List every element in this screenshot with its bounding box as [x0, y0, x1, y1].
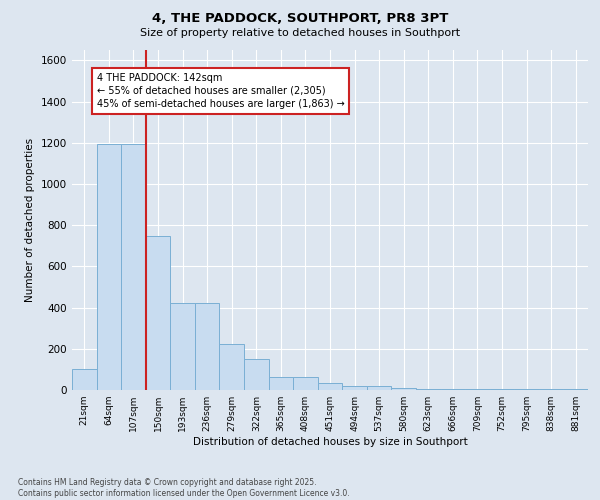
- Bar: [269, 376, 293, 390]
- Bar: [539, 389, 563, 390]
- Bar: [293, 376, 318, 390]
- Bar: [514, 389, 539, 390]
- Bar: [490, 389, 514, 390]
- Bar: [244, 359, 269, 390]
- Bar: [391, 388, 416, 390]
- Text: 4 THE PADDOCK: 142sqm
← 55% of detached houses are smaller (2,305)
45% of semi-d: 4 THE PADDOCK: 142sqm ← 55% of detached …: [97, 72, 344, 109]
- Bar: [416, 389, 440, 390]
- Bar: [121, 144, 146, 390]
- Text: 4, THE PADDOCK, SOUTHPORT, PR8 3PT: 4, THE PADDOCK, SOUTHPORT, PR8 3PT: [152, 12, 448, 26]
- Y-axis label: Number of detached properties: Number of detached properties: [25, 138, 35, 302]
- Text: Size of property relative to detached houses in Southport: Size of property relative to detached ho…: [140, 28, 460, 38]
- Bar: [367, 386, 391, 390]
- Bar: [220, 344, 244, 390]
- Text: Contains HM Land Registry data © Crown copyright and database right 2025.
Contai: Contains HM Land Registry data © Crown c…: [18, 478, 350, 498]
- Bar: [440, 389, 465, 390]
- Bar: [146, 236, 170, 390]
- Bar: [465, 389, 490, 390]
- X-axis label: Distribution of detached houses by size in Southport: Distribution of detached houses by size …: [193, 437, 467, 447]
- Bar: [563, 389, 588, 390]
- Bar: [318, 383, 342, 390]
- Bar: [342, 386, 367, 390]
- Bar: [97, 144, 121, 390]
- Bar: [72, 370, 97, 390]
- Bar: [195, 304, 220, 390]
- Bar: [170, 304, 195, 390]
